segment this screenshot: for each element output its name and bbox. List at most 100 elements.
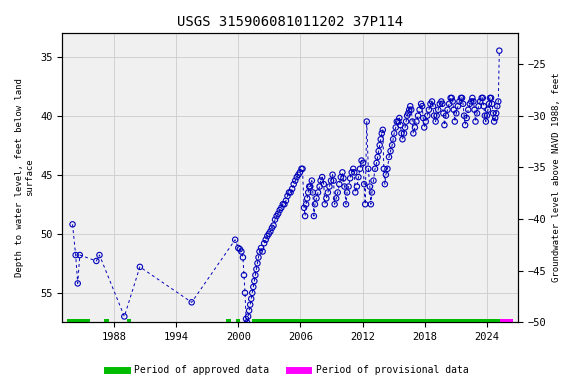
Point — [244, 313, 253, 319]
Point — [328, 172, 337, 178]
Bar — [501, 319, 513, 323]
Point — [351, 189, 360, 195]
Point — [445, 101, 454, 107]
Point — [380, 181, 389, 187]
Point — [283, 193, 292, 199]
Point — [398, 136, 407, 142]
Point — [482, 119, 491, 125]
Point — [394, 119, 403, 125]
Point — [407, 107, 416, 113]
Point — [238, 254, 248, 260]
Point — [289, 181, 298, 187]
Point — [486, 95, 495, 101]
Point — [437, 98, 446, 104]
Point — [355, 166, 365, 172]
Point — [378, 127, 388, 133]
Point — [423, 113, 432, 119]
Point — [302, 195, 312, 202]
Point — [367, 189, 377, 195]
Point — [269, 222, 278, 228]
Point — [477, 95, 486, 101]
Point — [468, 95, 477, 101]
Y-axis label: Depth to water level, feet below land
surface: Depth to water level, feet below land su… — [15, 78, 35, 277]
Point — [472, 110, 482, 116]
Point — [348, 166, 358, 172]
Point — [443, 107, 452, 113]
Point — [409, 130, 418, 136]
Point — [251, 272, 260, 278]
Point — [376, 136, 385, 142]
Point — [373, 154, 382, 160]
Point — [274, 211, 283, 217]
Point — [235, 246, 244, 252]
Bar — [67, 319, 90, 323]
Point — [456, 95, 465, 101]
Point — [276, 205, 286, 211]
Point — [295, 169, 305, 175]
Point — [418, 103, 427, 109]
Point — [325, 184, 334, 190]
Point — [332, 195, 341, 202]
Point — [491, 110, 501, 116]
Point — [374, 148, 383, 154]
Point — [486, 95, 495, 101]
Point — [261, 237, 270, 243]
Point — [392, 119, 401, 125]
Point — [359, 181, 369, 187]
Point — [388, 142, 397, 148]
Bar — [236, 319, 240, 323]
Point — [429, 103, 438, 109]
Point — [240, 290, 249, 296]
Point — [483, 107, 492, 113]
Title: USGS 315906081011202 37P114: USGS 315906081011202 37P114 — [177, 15, 403, 29]
Point — [377, 130, 386, 136]
Point — [249, 284, 258, 290]
Point — [400, 124, 410, 131]
Point — [346, 175, 355, 181]
Point — [305, 184, 314, 190]
Point — [366, 201, 376, 207]
Point — [474, 103, 483, 109]
Point — [450, 119, 460, 125]
Point — [252, 266, 261, 272]
Point — [327, 177, 336, 184]
Point — [347, 169, 357, 175]
Point — [300, 205, 309, 211]
Point — [329, 177, 338, 184]
Point — [465, 101, 475, 107]
Point — [254, 254, 263, 260]
Point — [396, 122, 405, 128]
Point — [291, 177, 300, 184]
Point — [452, 110, 461, 116]
Point — [307, 177, 316, 184]
Point — [316, 177, 325, 184]
Point — [247, 296, 256, 302]
Point — [406, 103, 415, 109]
Point — [470, 107, 479, 113]
Point — [434, 107, 443, 113]
Point — [358, 160, 367, 166]
Point — [404, 110, 413, 116]
Point — [384, 154, 393, 160]
Point — [469, 98, 478, 104]
Point — [320, 201, 329, 207]
Point — [488, 110, 498, 116]
Y-axis label: Groundwater level above NAVD 1988, feet: Groundwater level above NAVD 1988, feet — [552, 73, 561, 283]
Point — [309, 213, 319, 219]
Point — [301, 201, 310, 207]
Point — [399, 130, 408, 136]
Point — [419, 124, 429, 131]
Point — [285, 189, 294, 195]
Point — [391, 124, 400, 131]
Point — [357, 157, 366, 164]
Point — [453, 103, 463, 109]
Point — [336, 174, 346, 180]
Point — [476, 98, 485, 104]
Point — [482, 113, 491, 119]
Point — [395, 115, 404, 121]
Point — [242, 319, 252, 326]
Point — [339, 175, 348, 181]
Bar — [104, 319, 109, 323]
Point — [458, 101, 468, 107]
Point — [319, 181, 328, 187]
